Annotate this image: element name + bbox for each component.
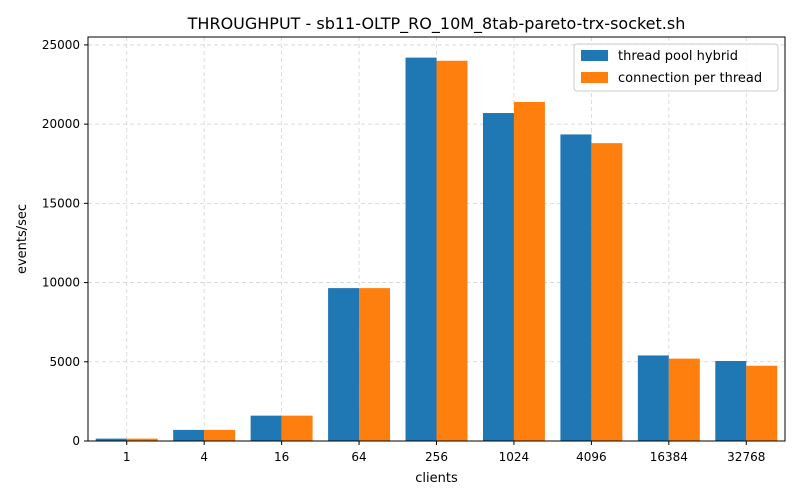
bar-connection-per-thread-16384 <box>668 358 700 441</box>
bar-connection-per-thread-16 <box>281 415 313 441</box>
bar-thread-pool-hybrid-16384 <box>637 355 669 441</box>
bar-thread-pool-hybrid-16 <box>250 415 282 441</box>
x-tick-label-64: 64 <box>351 450 366 464</box>
bar-thread-pool-hybrid-256 <box>405 57 437 442</box>
y-tick-label-15000: 15000 <box>42 196 80 210</box>
bar-connection-per-thread-4 <box>204 429 236 441</box>
bar-thread-pool-hybrid-32768 <box>715 360 747 441</box>
x-tick-label-1: 1 <box>123 450 131 464</box>
x-tick-label-1024: 1024 <box>499 450 530 464</box>
legend-label-thread-pool-hybrid: thread pool hybrid <box>618 49 738 64</box>
x-tick-label-256: 256 <box>425 450 448 464</box>
x-tick-label-4096: 4096 <box>576 450 607 464</box>
x-tick-label-32768: 32768 <box>727 450 765 464</box>
bar-thread-pool-hybrid-1 <box>95 438 127 441</box>
bar-connection-per-thread-32768 <box>746 365 778 441</box>
legend-label-connection-per-thread: connection per thread <box>618 71 762 86</box>
chart-title: THROUGHPUT - sb11-OLTP_RO_10M_8tab-paret… <box>187 14 686 34</box>
bar-connection-per-thread-1024 <box>513 101 545 442</box>
y-tick-label-5000: 5000 <box>49 355 80 369</box>
x-tick-label-4: 4 <box>200 450 208 464</box>
legend-swatch-thread-pool-hybrid <box>581 50 608 61</box>
bars <box>95 57 778 442</box>
x-tick-label-16: 16 <box>274 450 289 464</box>
y-tick-label-0: 0 <box>72 434 80 448</box>
y-tick-label-20000: 20000 <box>42 117 80 131</box>
legend: thread pool hybrid connection per thread <box>573 43 779 92</box>
bar-thread-pool-hybrid-64 <box>328 288 360 441</box>
bar-connection-per-thread-1 <box>126 438 158 441</box>
bar-thread-pool-hybrid-4 <box>173 429 205 441</box>
bar-thread-pool-hybrid-4096 <box>560 134 592 441</box>
legend-swatch-connection-per-thread <box>581 72 608 83</box>
y-tick-label-25000: 25000 <box>42 38 80 52</box>
x-tick-label-16384: 16384 <box>650 450 688 464</box>
x-axis-label: clients <box>415 471 458 486</box>
y-tick-label-10000: 10000 <box>42 276 80 290</box>
bar-connection-per-thread-256 <box>436 60 468 441</box>
legend-box <box>573 43 779 92</box>
bar-thread-pool-hybrid-1024 <box>482 113 514 441</box>
bar-connection-per-thread-4096 <box>591 143 623 441</box>
y-axis-label: events/sec <box>15 204 30 274</box>
axis-ticks: 1 4 16 64 256 1024 4096 16384 32768 0 5000 10000 150… <box>42 38 766 464</box>
bar-connection-per-thread-64 <box>359 288 391 441</box>
